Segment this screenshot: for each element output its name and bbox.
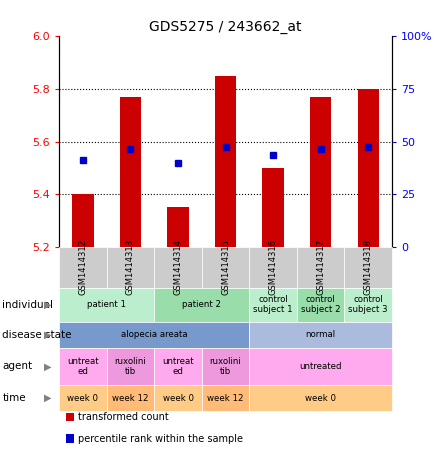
Bar (215, 76, 236, 247)
Text: alopecia areata: alopecia areata (121, 330, 187, 339)
Text: GSM1414316: GSM1414316 (268, 239, 278, 295)
Text: time: time (2, 393, 26, 403)
Bar (310, 97, 332, 247)
Text: GSM1414314: GSM1414314 (173, 239, 183, 295)
Text: untreat
ed: untreat ed (162, 357, 194, 376)
Title: GDS5275 / 243662_at: GDS5275 / 243662_at (149, 20, 302, 34)
Text: normal: normal (306, 330, 336, 339)
Text: GSM1414315: GSM1414315 (221, 239, 230, 295)
Bar (167, 207, 189, 247)
Text: individual: individual (2, 299, 53, 310)
Bar (357, 89, 379, 247)
Text: week 0: week 0 (67, 394, 99, 403)
Text: week 0: week 0 (162, 394, 194, 403)
Text: GSM1414318: GSM1414318 (364, 239, 373, 295)
Text: transformed count: transformed count (78, 412, 169, 422)
Text: ▶: ▶ (44, 330, 52, 340)
Text: untreated: untreated (300, 362, 342, 371)
Text: GSM1414317: GSM1414317 (316, 239, 325, 295)
Text: week 0: week 0 (305, 394, 336, 403)
Text: week 12: week 12 (207, 394, 244, 403)
Text: percentile rank within the sample: percentile rank within the sample (78, 434, 243, 443)
Text: patient 1: patient 1 (87, 300, 126, 309)
Text: agent: agent (2, 361, 32, 371)
Text: disease state: disease state (2, 330, 72, 340)
Text: patient 2: patient 2 (182, 300, 221, 309)
Text: untreat
ed: untreat ed (67, 357, 99, 376)
Text: week 12: week 12 (112, 394, 149, 403)
Text: GSM1414313: GSM1414313 (126, 239, 135, 295)
Text: ruxolini
tib: ruxolini tib (210, 357, 241, 376)
Bar (120, 97, 141, 247)
Text: control
subject 1: control subject 1 (253, 295, 293, 314)
Text: ▶: ▶ (44, 361, 52, 371)
Bar (72, 194, 94, 247)
Bar (262, 168, 284, 247)
Text: ▶: ▶ (44, 299, 52, 310)
Text: control
subject 3: control subject 3 (348, 295, 388, 314)
Text: control
subject 2: control subject 2 (301, 295, 340, 314)
Text: ▶: ▶ (44, 393, 52, 403)
Text: GSM1414312: GSM1414312 (78, 239, 88, 295)
Text: ruxolini
tib: ruxolini tib (115, 357, 146, 376)
